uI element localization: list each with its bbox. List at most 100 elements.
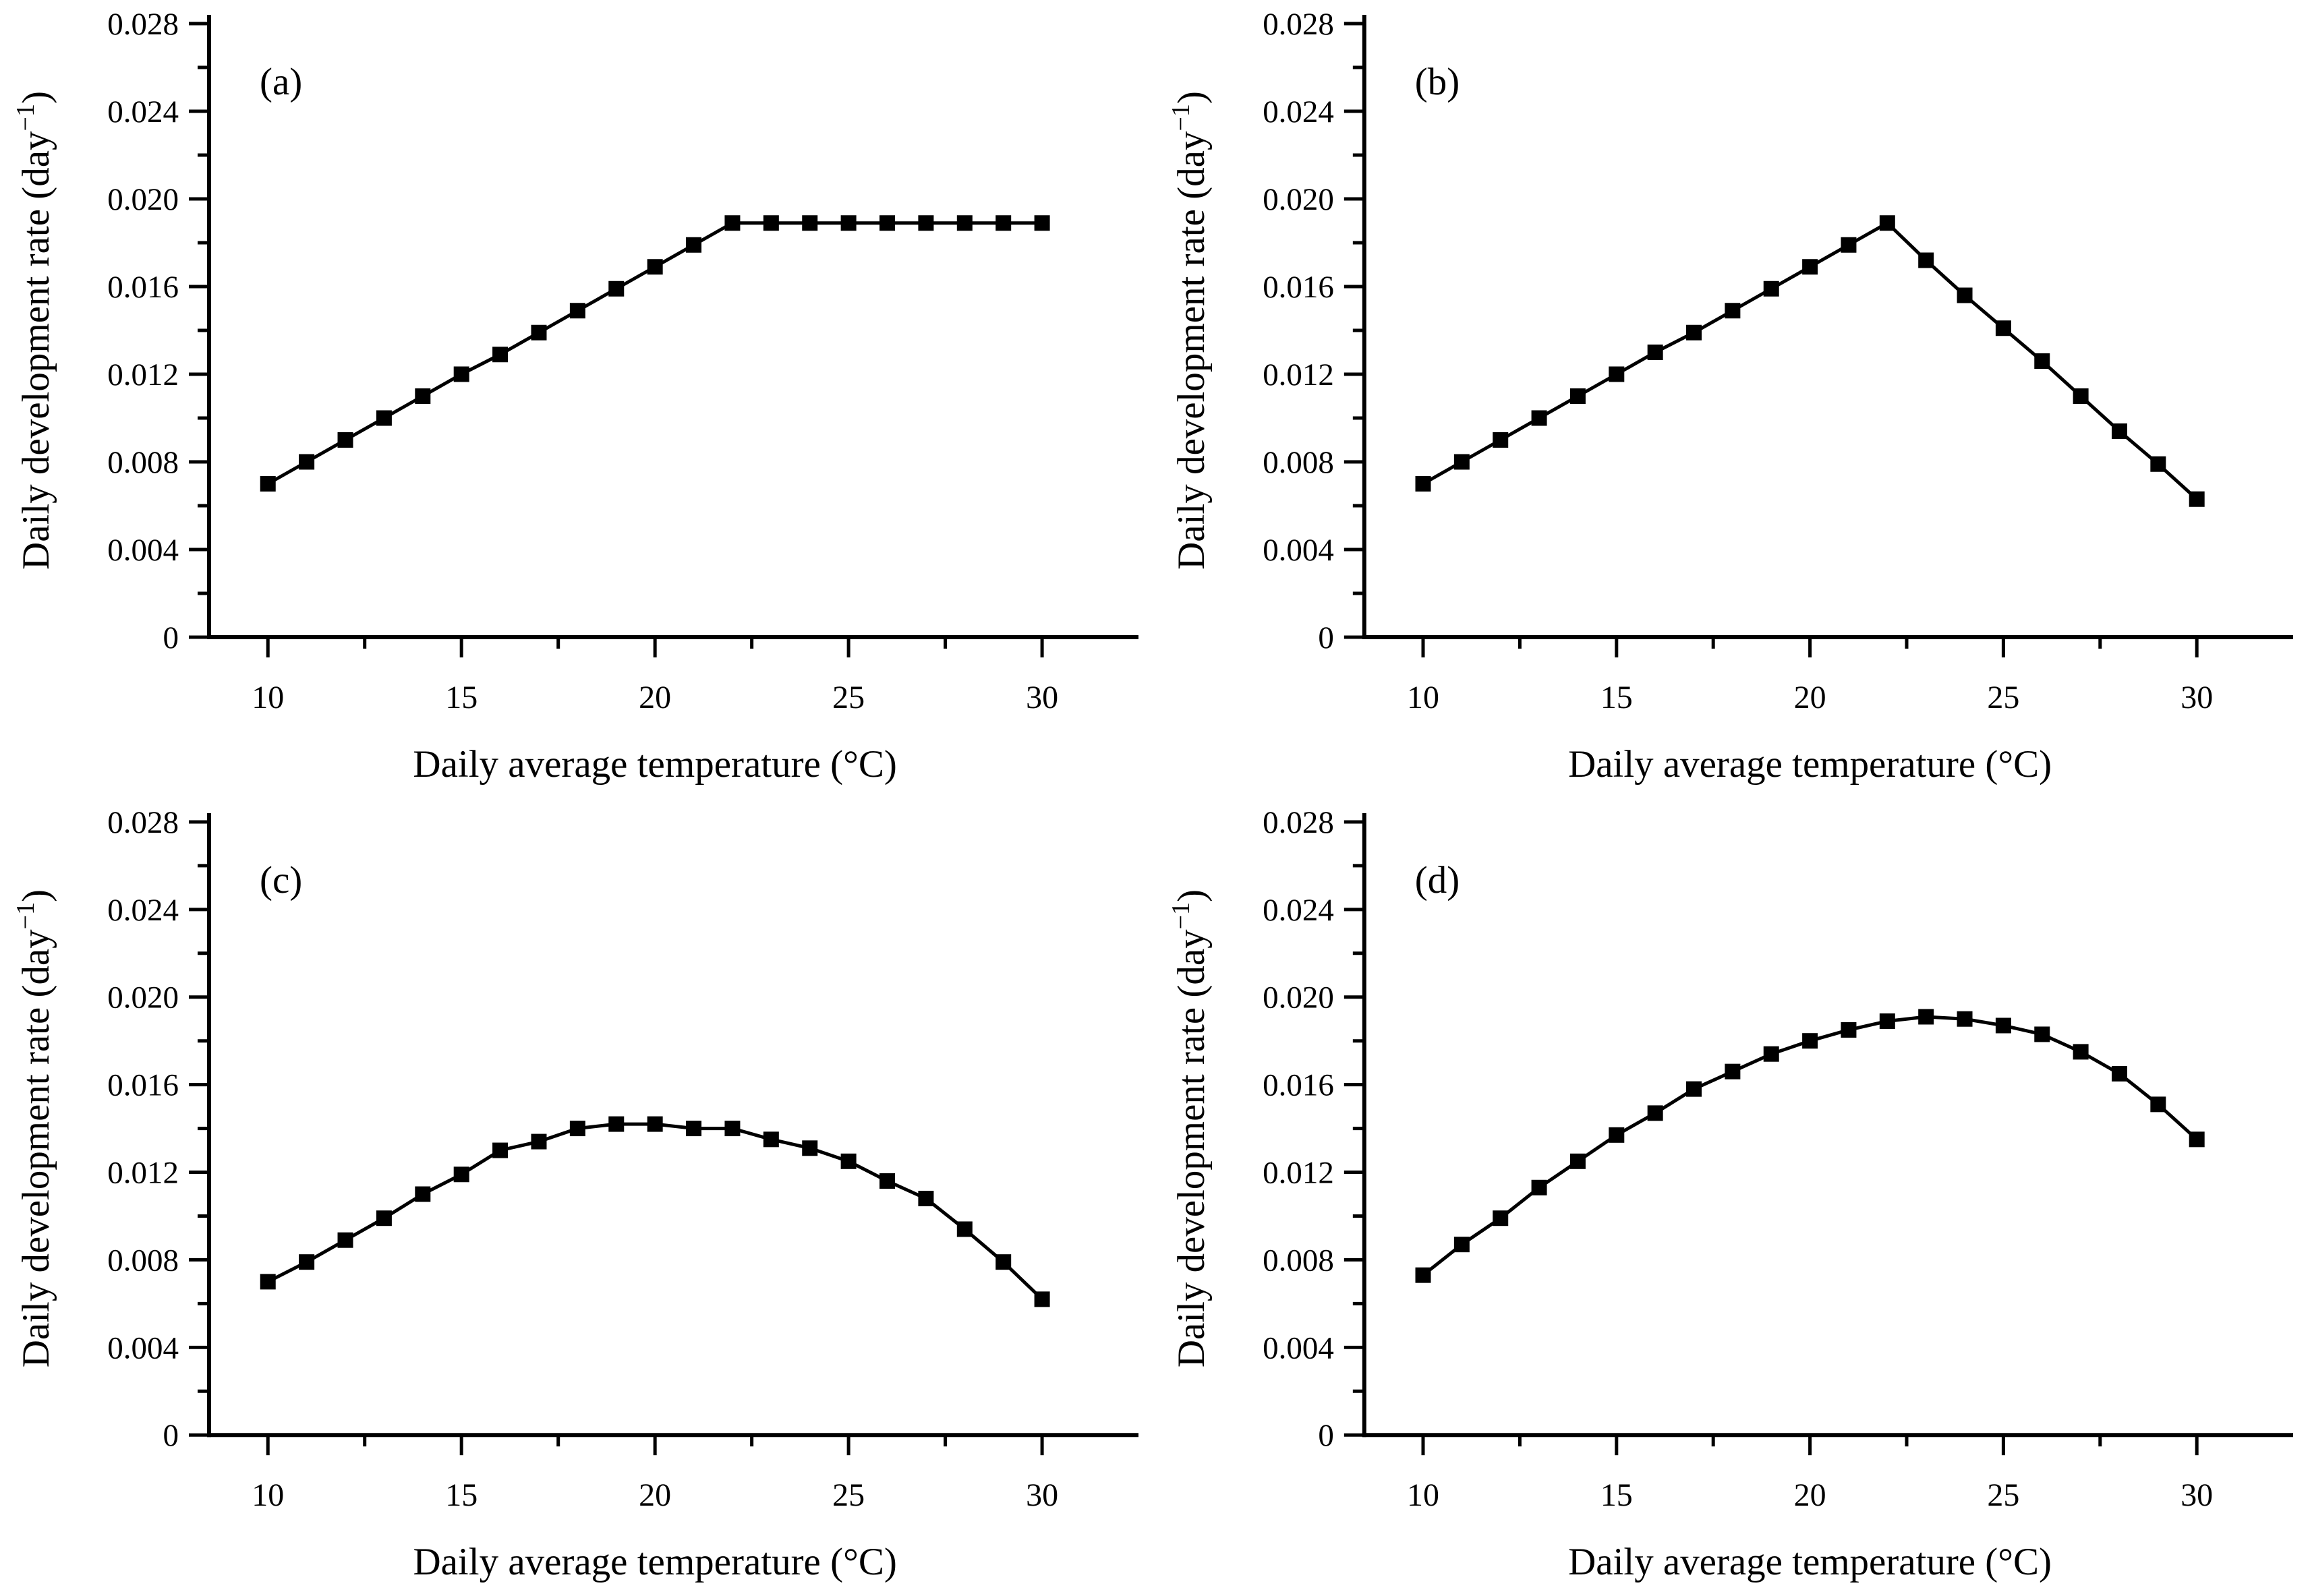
data-point-marker [995, 1254, 1012, 1270]
data-point-marker [492, 1142, 509, 1158]
data-point-marker [1763, 280, 1779, 297]
data-point-marker [918, 215, 934, 231]
data-point-marker [1569, 1153, 1586, 1169]
y-tick-label: 0.028 [107, 805, 179, 840]
data-point-marker [1995, 1017, 2011, 1034]
x-axis-title: Daily average temperature (°C) [1568, 1541, 2052, 1583]
data-point-marker [1415, 476, 1431, 492]
chart-panel-b: 0 0.004 0.008 0.012 0.016 0.020 0.024 0.028 10 15… [1155, 0, 2310, 798]
data-point-marker [1415, 1267, 1431, 1283]
data-point-marker [1725, 1063, 1741, 1080]
data-point-marker [1918, 1009, 1934, 1025]
y-tick-label: 0.024 [1263, 893, 1334, 928]
data-point-marker [1802, 1033, 1818, 1049]
data-point-marker [608, 280, 625, 297]
x-tick-label: 20 [639, 1477, 671, 1513]
chart-panel-d-svg: 0 0.004 0.008 0.012 0.016 0.020 0.024 0.028 10 15… [1167, 805, 2294, 1583]
chart-panel-d: 0 0.004 0.008 0.012 0.016 0.020 0.024 0.028 10 15… [1155, 798, 2310, 1596]
y-tick-label: 0.016 [1263, 270, 1334, 305]
data-point-marker [415, 1186, 431, 1202]
data-point-marker [802, 215, 818, 231]
x-tick-labels: 10 15 20 25 30 [1407, 680, 2213, 715]
chart-panel-c: 0 0.004 0.008 0.012 0.016 0.020 0.024 0.028 10 15… [0, 798, 1155, 1596]
data-point-marker [337, 1232, 353, 1248]
x-tick-labels: 10 15 20 25 30 [252, 680, 1058, 715]
y-tick-label: 0.024 [107, 94, 179, 129]
data-point-marker [1957, 1011, 1973, 1027]
panel-letter: (a) [260, 61, 302, 103]
y-tick-label: 0.024 [107, 893, 179, 928]
data-point-marker [531, 1133, 547, 1150]
data-point-marker [840, 1153, 857, 1169]
data-point-marker [2150, 1096, 2166, 1113]
data-point-marker [647, 259, 663, 275]
data-point-marker [956, 1221, 973, 1237]
x-tick-label: 25 [1987, 1477, 2019, 1513]
x-tick-labels: 10 15 20 25 30 [1407, 1477, 2213, 1513]
y-axis-title: Daily development rate (day−1) [1167, 91, 1213, 570]
y-tick-label: 0.020 [107, 980, 179, 1015]
x-tick-label: 30 [2181, 680, 2213, 715]
y-axis-title: Daily development rate (day−1) [1167, 889, 1213, 1367]
data-point-marker [724, 1121, 741, 1137]
x-axis-title: Daily average temperature (°C) [413, 743, 897, 786]
data-point-marker [1609, 366, 1625, 382]
data-point-marker [686, 1121, 702, 1137]
series-markers [1415, 215, 2205, 507]
y-tick-label: 0.012 [107, 1156, 179, 1191]
y-tick-labels: 0 0.004 0.008 0.012 0.016 0.020 0.024 0.028 [107, 7, 179, 655]
x-tick-label: 25 [832, 680, 865, 715]
panel-letter: (b) [1415, 61, 1460, 103]
data-point-marker [2189, 1131, 2205, 1148]
data-point-marker [1879, 215, 1895, 231]
data-point-marker [299, 454, 315, 470]
data-point-marker [1725, 303, 1741, 319]
data-point-marker [2150, 456, 2166, 472]
y-tick-label: 0 [1318, 1418, 1333, 1453]
data-point-marker [763, 1131, 779, 1148]
y-tick-label: 0.028 [107, 7, 179, 42]
data-point-marker [1686, 1081, 1702, 1097]
y-tick-label: 0.016 [1263, 1068, 1334, 1103]
data-point-marker [802, 1140, 818, 1156]
data-point-marker [531, 324, 547, 341]
data-point-marker [1569, 388, 1586, 404]
data-point-marker [1493, 1210, 1509, 1226]
panel-letter: (d) [1415, 859, 1460, 902]
y-tick-labels: 0 0.004 0.008 0.012 0.016 0.020 0.024 0.028 [107, 805, 179, 1453]
y-tick-labels: 0 0.004 0.008 0.012 0.016 0.020 0.024 0.028 [1263, 7, 1334, 655]
y-tick-labels: 0 0.004 0.008 0.012 0.016 0.020 0.024 0.028 [1263, 805, 1334, 1453]
data-point-marker [2111, 423, 2127, 439]
y-tick-label: 0.012 [107, 357, 179, 392]
data-point-marker [453, 1166, 469, 1183]
x-axis-title: Daily average temperature (°C) [1568, 743, 2052, 786]
data-point-marker [1995, 320, 2011, 336]
y-tick-label: 0.008 [1263, 1243, 1334, 1278]
data-point-marker [569, 1121, 585, 1137]
data-point-marker [1802, 259, 1818, 275]
y-tick-label: 0.004 [1263, 533, 1334, 568]
data-point-marker [1453, 454, 1470, 470]
series-markers [1415, 1009, 2205, 1283]
x-tick-label: 30 [1026, 680, 1058, 715]
y-tick-label: 0.020 [107, 182, 179, 217]
axis-ticks [189, 820, 1044, 1456]
x-tick-label: 25 [832, 1477, 865, 1513]
data-point-marker [647, 1116, 663, 1132]
x-tick-label: 15 [445, 1477, 478, 1513]
x-tick-label: 10 [1407, 1477, 1439, 1513]
data-point-marker [1034, 1291, 1050, 1307]
data-point-marker [1531, 410, 1547, 426]
y-tick-label: 0.004 [107, 1330, 179, 1365]
axis-ticks [1344, 820, 2199, 1456]
data-point-marker [1647, 1105, 1663, 1121]
axes [1362, 812, 2294, 1438]
y-tick-label: 0.016 [107, 270, 179, 305]
x-tick-label: 25 [1987, 680, 2019, 715]
data-point-marker [879, 215, 896, 231]
data-point-marker [2073, 388, 2089, 404]
data-point-marker [1686, 324, 1702, 341]
y-tick-label: 0 [163, 620, 179, 655]
chart-panel-a-svg: 0 0.004 0.008 0.012 0.016 0.020 0.024 0.028 10 15… [11, 7, 1138, 786]
y-tick-label: 0.008 [1263, 445, 1334, 480]
